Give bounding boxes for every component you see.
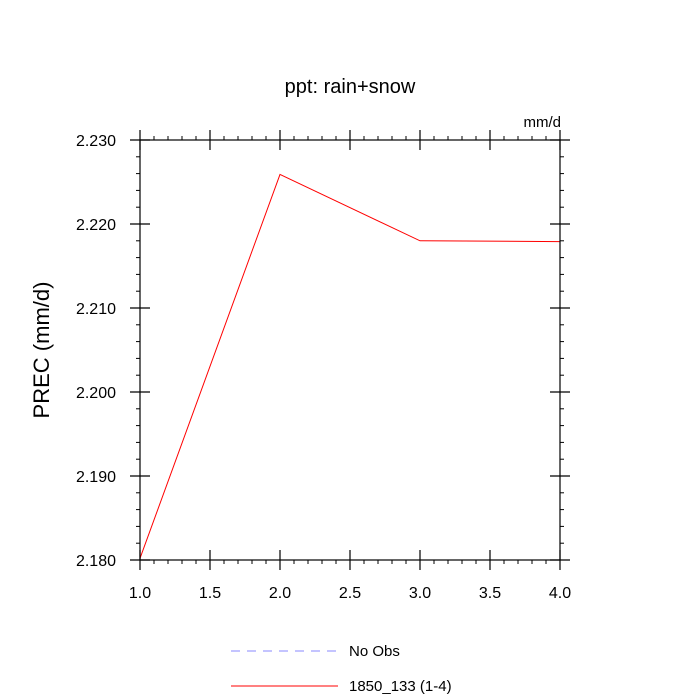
y-axis-label: PREC (mm/d): [29, 282, 54, 419]
x-tick-label: 2.0: [269, 585, 291, 602]
y-tick-label: 2.190: [76, 469, 116, 486]
y-tick-label: 2.230: [76, 133, 116, 150]
y-tick-label: 2.220: [76, 217, 116, 234]
series-line: [139, 173, 561, 559]
series-lines: [139, 173, 561, 559]
x-tick-labels: 1.0 1.5 2.0 2.5 3.0 3.5 4.0: [129, 585, 571, 602]
x-tick-label: 1.0: [129, 585, 151, 602]
x-tick-label: 1.5: [199, 585, 221, 602]
x-tick-label: 3.5: [479, 585, 501, 602]
legend-label: No Obs: [349, 643, 400, 660]
major-ticks: [130, 130, 570, 570]
x-tick-label: 4.0: [549, 585, 571, 602]
plot-frame: [139, 139, 561, 561]
units-label: mm/d: [524, 114, 562, 131]
minor-ticks: [136, 136, 564, 564]
x-tick-label: 2.5: [339, 585, 361, 602]
y-tick-label: 2.200: [76, 385, 116, 402]
y-tick-labels: 2.180 2.190 2.200 2.210 2.220 2.230: [76, 133, 116, 570]
legend-label: 1850_133 (1-4): [349, 678, 452, 695]
legend: No Obs 1850_133 (1-4): [231, 643, 452, 695]
x-tick-label: 3.0: [409, 585, 431, 602]
y-tick-label: 2.180: [76, 553, 116, 570]
y-tick-label: 2.210: [76, 301, 116, 318]
chart-title: ppt: rain+snow: [285, 76, 416, 98]
